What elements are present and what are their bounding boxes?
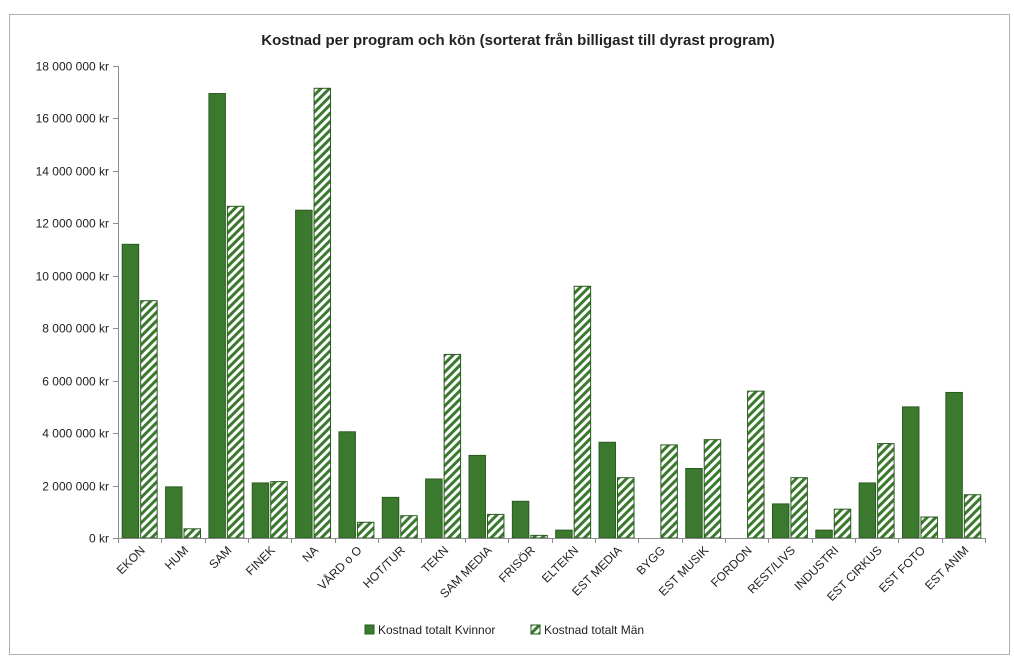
y-axis: 0 kr 2 000 000 kr 4 000 000 kr 6 000 000 kr… <box>36 60 119 546</box>
y-tick-label: 12 000 000 kr <box>36 217 109 231</box>
bar-man <box>183 528 201 539</box>
x-category-label: EKON <box>114 543 148 577</box>
bar-man <box>747 390 765 539</box>
bar-man <box>877 443 895 539</box>
y-tick-label: 6 000 000 kr <box>42 375 109 389</box>
x-category-label: SAM <box>206 543 234 571</box>
x-category-label: HUM <box>162 543 191 572</box>
x-category-label: EST ANIM <box>922 543 971 592</box>
bar-kvinnor <box>468 454 486 539</box>
bar-man <box>660 444 678 539</box>
bar-man <box>963 494 982 539</box>
bar-kvinnor <box>381 496 400 539</box>
legend-swatch <box>530 624 541 635</box>
bar-man <box>270 481 288 539</box>
bar-man <box>833 508 852 539</box>
x-category-label: TEKN <box>419 543 452 576</box>
bar-kvinnor <box>598 441 617 539</box>
legend-label: Kostnad totalt Kvinnor <box>378 623 495 637</box>
x-category-label: FINEK <box>243 543 278 578</box>
bar-man <box>486 513 505 539</box>
x-category-label: HOT/TUR <box>360 543 408 591</box>
legend-label: Kostnad totalt Män <box>544 623 644 637</box>
legend: Kostnad totalt Kvinnor Kostnad totalt Män <box>364 623 644 637</box>
legend-swatch <box>364 624 375 635</box>
legend-man: Kostnad totalt Män <box>530 623 644 637</box>
y-tick-label: 16 000 000 kr <box>36 112 109 126</box>
bar-man <box>790 477 808 539</box>
bar-kvinnor <box>858 482 877 539</box>
bar-kvinnor <box>338 431 356 539</box>
bar-kvinnor <box>251 482 270 539</box>
x-category-label: NA <box>300 543 322 565</box>
bar-kvinnor <box>121 243 140 539</box>
y-tick-label: 0 kr <box>89 532 109 546</box>
y-tick-label: 8 000 000 kr <box>42 322 109 336</box>
bar-kvinnor <box>295 209 313 539</box>
y-tick-label: 18 000 000 kr <box>36 60 109 74</box>
x-category-label: BYGG <box>634 543 668 577</box>
chart-title: Kostnad per program och kön (sorterat fr… <box>261 32 774 49</box>
bar-man <box>226 205 245 539</box>
bar-man <box>140 300 158 539</box>
bar-man <box>617 477 635 539</box>
bar-man <box>313 87 332 539</box>
legend-kvinnor: Kostnad totalt Kvinnor <box>364 623 495 637</box>
x-category-label: ELTEKN <box>539 543 581 585</box>
bar-kvinnor <box>945 391 963 539</box>
bar-kvinnor <box>902 406 920 539</box>
y-tick-label: 2 000 000 kr <box>42 480 109 494</box>
y-tick-label: 10 000 000 kr <box>36 270 109 284</box>
x-category-label: FRISÖR <box>496 543 538 585</box>
bar-man <box>920 516 938 539</box>
bar-man <box>443 353 462 539</box>
chart-border <box>9 14 1010 655</box>
x-category-label: EST FOTO <box>876 543 928 595</box>
bar-kvinnor <box>815 529 833 539</box>
bar-kvinnor <box>208 93 226 539</box>
bar-man <box>356 521 375 539</box>
bar-man <box>400 515 418 539</box>
bar-man <box>573 285 592 539</box>
bar-kvinnor <box>685 468 703 539</box>
bar-man <box>530 534 548 539</box>
x-category-label: VÅRD o O <box>314 543 364 593</box>
y-tick-label: 4 000 000 kr <box>42 427 109 441</box>
bar-man <box>703 439 722 539</box>
bar-kvinnor <box>165 486 183 539</box>
bar-kvinnor <box>555 529 573 539</box>
y-tick-label: 14 000 000 kr <box>36 165 109 179</box>
bar-kvinnor <box>425 478 443 539</box>
bars-group <box>121 87 982 539</box>
bar-kvinnor <box>511 500 530 539</box>
bar-kvinnor <box>771 503 790 539</box>
